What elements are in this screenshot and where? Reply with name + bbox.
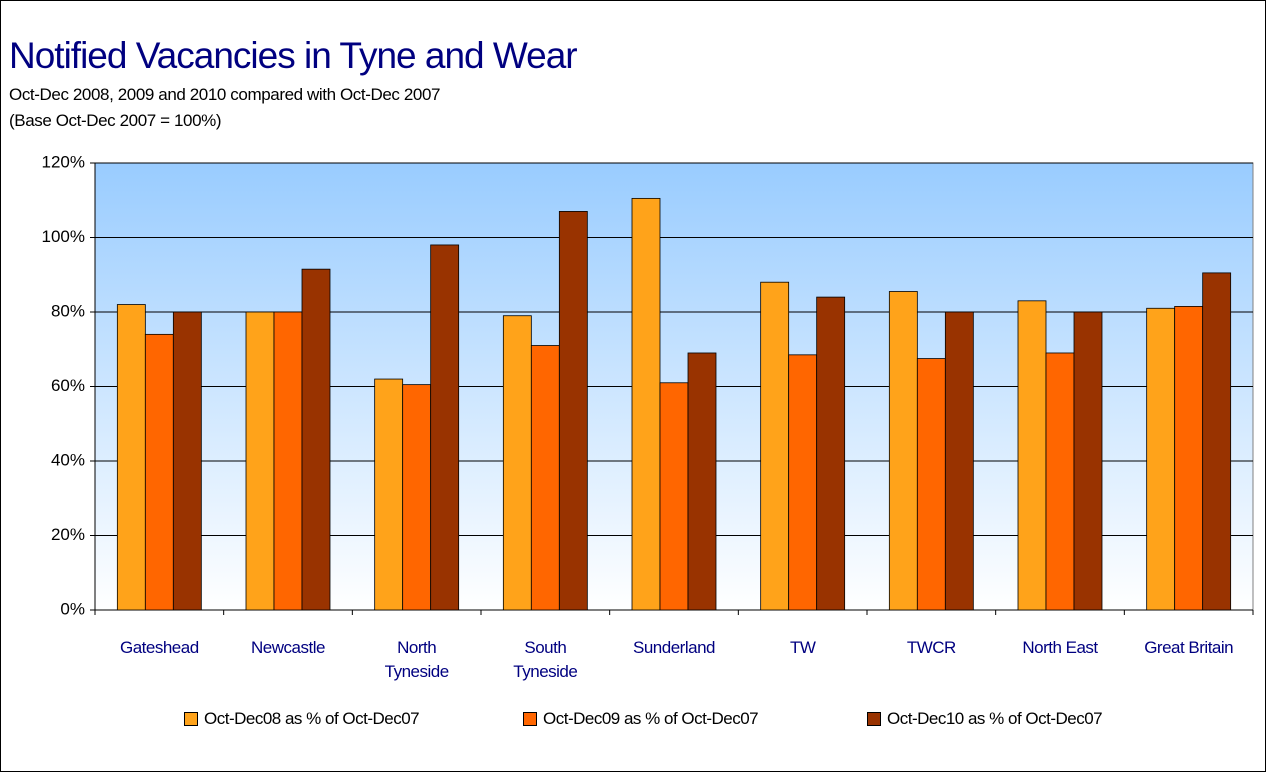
y-tick-label: 80% xyxy=(51,301,85,320)
bar xyxy=(301,268,331,611)
bar xyxy=(273,311,303,611)
y-tick-label: 20% xyxy=(51,525,85,544)
y-tick-label: 100% xyxy=(42,227,85,246)
x-tick-label: TW xyxy=(789,638,816,657)
legend-item: Oct-Dec09 as % of Oct-Dec07 xyxy=(523,709,759,729)
bar xyxy=(558,211,588,611)
bar xyxy=(944,311,974,611)
x-tick-label: Newcastle xyxy=(251,638,325,657)
legend-swatch xyxy=(523,712,537,726)
bar xyxy=(1045,352,1075,611)
bar xyxy=(172,311,202,611)
bar xyxy=(116,304,146,611)
bar xyxy=(402,384,432,611)
x-tick-label: North East xyxy=(1022,638,1098,657)
y-tick-label: 120% xyxy=(42,152,85,171)
bar xyxy=(245,311,275,611)
legend-swatch xyxy=(184,712,198,726)
bar xyxy=(916,358,946,611)
subtitle: (Base Oct-Dec 2007 = 100%) xyxy=(9,111,222,130)
legend-swatch xyxy=(867,712,881,726)
bar xyxy=(788,354,818,611)
legend-item: Oct-Dec10 as % of Oct-Dec07 xyxy=(867,709,1103,729)
bar xyxy=(430,244,460,611)
legend-label: Oct-Dec10 as % of Oct-Dec07 xyxy=(887,709,1103,728)
x-tick-label: North Tyneside xyxy=(384,638,450,681)
y-tick-label: 40% xyxy=(51,450,85,469)
y-tick-label: 0% xyxy=(60,599,85,618)
bar xyxy=(1146,307,1176,611)
x-tick-label: Sunderland xyxy=(633,638,715,657)
bar xyxy=(659,382,689,611)
bar xyxy=(1017,300,1047,611)
x-tick-label: Gateshead xyxy=(119,638,199,657)
bar xyxy=(502,315,532,611)
bar xyxy=(1174,306,1204,611)
bar xyxy=(144,333,174,611)
bar xyxy=(1202,272,1232,611)
legend-item: Oct-Dec08 as % of Oct-Dec07 xyxy=(184,709,420,729)
bar xyxy=(760,281,790,611)
bar xyxy=(631,197,661,611)
chart-title: Notified Vacancies in Tyne and Wear xyxy=(9,35,578,76)
bar xyxy=(1073,311,1103,611)
y-tick-label: 60% xyxy=(51,376,85,395)
x-tick-label: Great Britain xyxy=(1144,638,1234,657)
subtitle: Oct-Dec 2008, 2009 and 2010 compared wit… xyxy=(9,85,441,104)
x-tick-label: South Tyneside xyxy=(513,638,578,681)
bar xyxy=(888,291,918,611)
bar xyxy=(816,296,846,611)
bar xyxy=(374,378,404,611)
bar xyxy=(530,345,560,611)
legend-label: Oct-Dec09 as % of Oct-Dec07 xyxy=(543,709,759,728)
bar xyxy=(687,352,717,611)
legend-label: Oct-Dec08 as % of Oct-Dec07 xyxy=(204,709,420,728)
x-tick-label: TWCR xyxy=(906,638,956,657)
